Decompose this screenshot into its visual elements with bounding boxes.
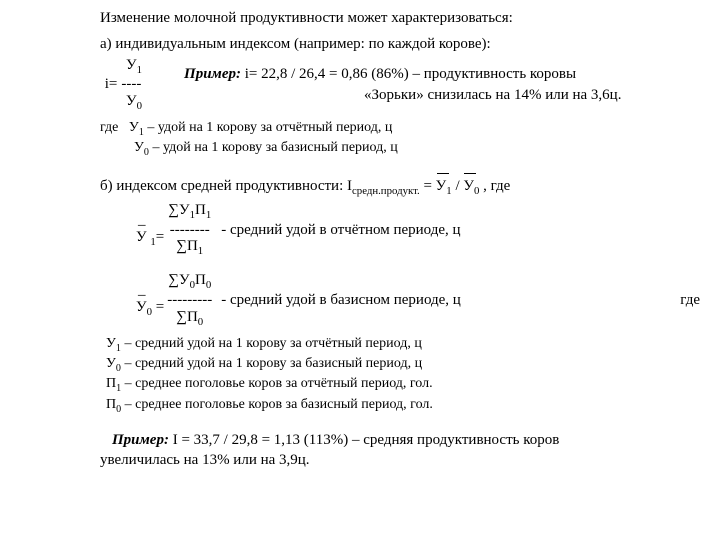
b2-dash: --------- <box>167 292 212 309</box>
formula-b2-row: _ У0 = ∑У0П0 --------- ∑П0 - средний удо… <box>100 272 700 328</box>
b1-lhs: У <box>136 229 150 245</box>
b1-num-a: ∑У <box>168 202 189 218</box>
frac-dash: ---- <box>121 76 141 93</box>
example-a-line2: «Зорьки» снизилась на 14% или на 3,6ц. <box>184 85 621 105</box>
b2-where: где <box>680 290 700 310</box>
b2-num-s2: 0 <box>206 279 211 291</box>
frac-den-var: У <box>126 93 137 109</box>
section-b-example: Пример: I = 33,7 / 29,8 = 1,13 (113%) – … <box>100 430 700 471</box>
frac-num-sub: 1 <box>137 64 142 76</box>
page-title: Изменение молочной продуктивности может … <box>100 8 700 28</box>
document-page: Изменение молочной продуктивности может … <box>0 0 720 489</box>
section-a-example-block: Пример: i= 22,8 / 26,4 = 0,86 (86%) – пр… <box>184 64 621 105</box>
fraction-i: У1 i= ---- У0 <box>124 57 144 113</box>
example-b-line1: I = 33,7 / 29,8 = 1,13 (113%) – средняя … <box>169 432 559 448</box>
section-b-defs: У1 – средний удой на 1 корову за отчётны… <box>100 335 700 417</box>
b2-desc: - средний удой в базисном периоде, ц <box>221 290 652 310</box>
b-y1-sub: 1 <box>446 185 451 197</box>
b-y0: У <box>463 178 474 194</box>
b2-den-sub: 0 <box>198 316 203 328</box>
b-y1: У <box>436 178 447 194</box>
section-a-formula-row: У1 i= ---- У0 Пример: i= 22,8 / 26,4 = 0… <box>100 57 700 113</box>
b2-num-b: П <box>195 272 206 288</box>
frac-num-var: У <box>126 57 137 73</box>
def-a1-txt: – удой на 1 корову за отчётный период, ц <box>144 120 393 135</box>
b-heading-sub: средн.продукт. <box>352 185 420 197</box>
example-b-line2: увеличилась на 13% или на 3,9ц. <box>100 450 700 470</box>
b-heading-prefix: б) индексом средней продуктивности: I <box>100 178 352 194</box>
def-b2-var: У <box>106 356 116 371</box>
b2-overbar: _ <box>136 282 146 299</box>
b1-den-sub: 1 <box>198 245 203 257</box>
def-b1-var: У <box>106 336 116 351</box>
def-b1-txt: – средний удой на 1 корову за отчётный п… <box>121 336 422 351</box>
b-heading-suffix: , где <box>479 178 510 194</box>
b1-overbar: _ <box>136 212 146 229</box>
b1-dash: -------- <box>170 222 210 239</box>
def-a1-var: У <box>129 120 139 135</box>
b2-num-a: ∑У <box>168 272 189 288</box>
b2-den: ∑П <box>176 309 198 325</box>
section-a-heading: а) индивидуальным индексом (например: по… <box>100 34 700 54</box>
b-y1-bar: У1 <box>436 174 452 199</box>
b1-num-s2: 1 <box>206 209 211 221</box>
b-y0-sub: 0 <box>474 185 479 197</box>
def-b3-txt: – среднее поголовье коров за отчётный пе… <box>121 376 432 391</box>
section-a-defs: где У1 – удой на 1 корову за отчётный пе… <box>100 119 700 160</box>
def-b2-txt: – средний удой на 1 корову за базисный п… <box>121 356 422 371</box>
example-label-a: Пример: <box>184 66 241 82</box>
b2-lhs: У <box>136 299 147 315</box>
def-a2-txt: – удой на 1 корову за базисный период, ц <box>149 140 398 155</box>
section-b-heading: б) индексом средней продуктивности: Iсре… <box>100 174 700 199</box>
b-y0-bar: У0 <box>463 174 479 199</box>
def-where: где <box>100 120 118 135</box>
def-b3-var: П <box>106 376 116 391</box>
b2-eq: = <box>152 299 164 315</box>
b1-fraction: ∑У1П1 -------- ∑П1 <box>166 202 213 258</box>
frac-den-sub: 0 <box>137 100 142 112</box>
frac-i-eq: i= <box>105 76 118 93</box>
b2-fraction: ∑У0П0 --------- ∑П0 <box>166 272 213 328</box>
b1-desc: - средний удой в отчётном периоде, ц <box>221 220 460 240</box>
b-slash: / <box>452 178 464 194</box>
b1-num-b: П <box>195 202 206 218</box>
example-label-b: Пример: <box>112 432 169 448</box>
def-b4-txt: – среднее поголовье коров за базисный пе… <box>121 397 433 412</box>
def-a2-var: У <box>134 140 144 155</box>
def-b4-var: П <box>106 397 116 412</box>
b1-den: ∑П <box>176 238 198 254</box>
formula-b1-row: _ У 1= ∑У1П1 -------- ∑П1 - средний удой… <box>100 202 700 258</box>
b1-eq: = <box>156 229 164 245</box>
example-a-line1: i= 22,8 / 26,4 = 0,86 (86%) – продуктивн… <box>245 66 576 82</box>
b-heading-mid: = <box>420 178 436 194</box>
